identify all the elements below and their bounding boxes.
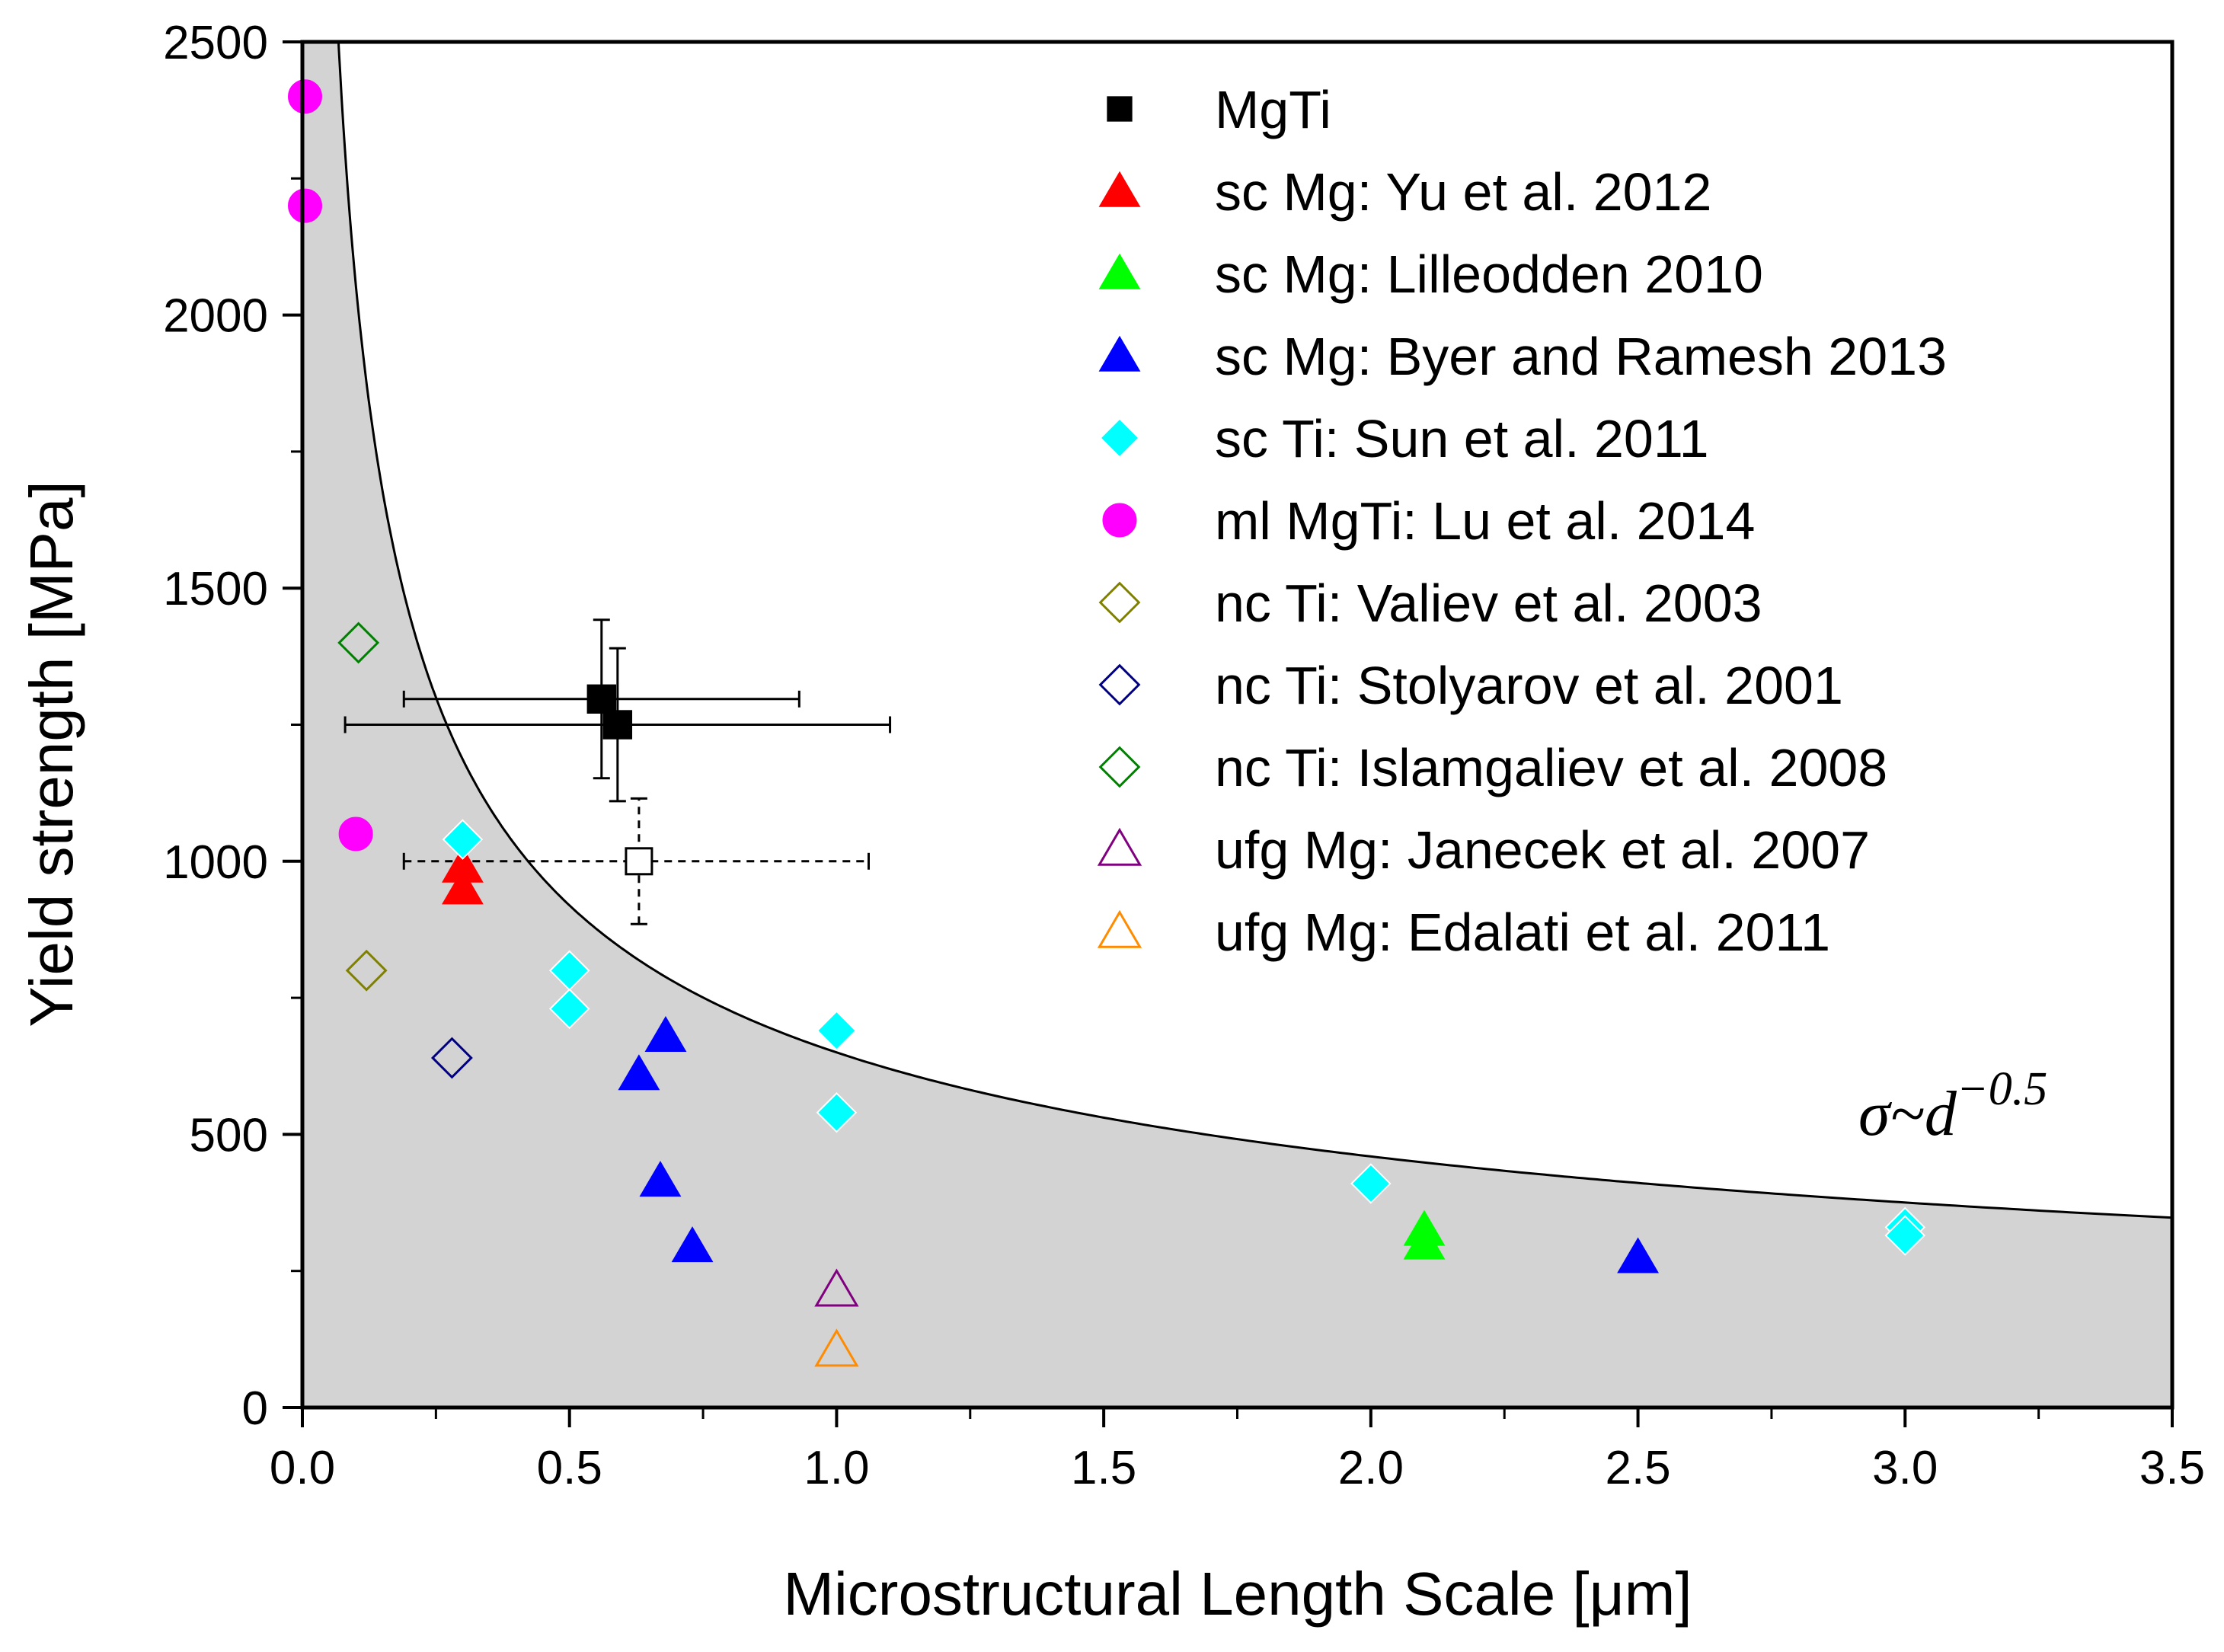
power-law-fill <box>302 42 2172 1408</box>
x-tick-label: 3.5 <box>2139 1442 2205 1494</box>
point-series4-5 <box>1350 1163 1392 1204</box>
axis-ticks <box>283 40 2174 1427</box>
y-axis-title: Yield strength [MPa] <box>18 481 85 1027</box>
point-series0-0 <box>586 684 616 714</box>
x-tick-label: 0.0 <box>270 1442 335 1494</box>
legend: MgTi sc Mg: Yu et al. 2012 sc Mg: Lilleodd… <box>1097 80 1947 962</box>
legend-entry: sc Mg: Yu et al. 2012 <box>1098 162 1711 222</box>
power-law-annotation: σ~d−0.5 <box>1858 1063 2047 1149</box>
power-law-curve <box>337 42 2172 1219</box>
tick-labels: 0.0 0.5 1.0 1.5 2.0 2.5 3.0 3.5 0 500 1000 1500 2000… <box>163 17 2205 1494</box>
legend-label: ufg Mg: Janecek et al. 2007 <box>1215 820 1870 880</box>
point-series9-0 <box>814 1268 859 1307</box>
point-series1-1 <box>441 868 484 905</box>
point-series5-0 <box>288 79 323 114</box>
point-series4-0 <box>442 819 484 860</box>
legend-label: ml MgTi: Lu et al. 2014 <box>1215 491 1755 551</box>
point-series3-2 <box>639 1161 682 1197</box>
legend-entry: sc Mg: Byer and Ramesh 2013 <box>1098 327 1947 386</box>
x-tick-label: 0.5 <box>537 1442 602 1494</box>
y-tick-label: 0 <box>242 1382 268 1435</box>
legend-marker <box>1099 417 1140 459</box>
x-tick-label: 1.0 <box>804 1442 869 1494</box>
legend-entry: nc Ti: Valiev et al. 2003 <box>1098 574 1762 633</box>
legend-marker <box>1097 827 1142 866</box>
legend-label: MgTi <box>1215 80 1331 139</box>
y-tick-label: 1500 <box>163 563 268 615</box>
legend-entry: ml MgTi: Lu et al. 2014 <box>1102 491 1755 551</box>
legend-label: nc Ti: Stolyarov et al. 2001 <box>1215 656 1843 715</box>
legend-label: sc Mg: Byer and Ramesh 2013 <box>1215 327 1947 386</box>
point-open-square <box>625 847 653 876</box>
point-series0-1 <box>602 710 633 740</box>
x-tick-label: 1.5 <box>1071 1442 1136 1494</box>
point-series5-2 <box>338 816 373 852</box>
legend-marker <box>1098 253 1141 289</box>
point-series6-0 <box>345 949 388 992</box>
legend-entry: ufg Mg: Janecek et al. 2007 <box>1097 820 1870 880</box>
x-tick-label: 2.0 <box>1338 1442 1404 1494</box>
y-tick-label: 1000 <box>163 836 268 889</box>
legend-marker <box>1097 909 1142 948</box>
legend-label: nc Ti: Valiev et al. 2003 <box>1215 574 1762 633</box>
legend-label: sc Ti: Sun et al. 2011 <box>1215 409 1709 468</box>
y-tick-label: 2000 <box>163 290 268 343</box>
point-series3-3 <box>671 1226 714 1263</box>
point-series4-3 <box>816 1010 858 1051</box>
x-tick-label: 3.0 <box>1872 1442 1938 1494</box>
point-series5-1 <box>288 188 323 223</box>
legend-entry: sc Mg: Lilleodden 2010 <box>1098 244 1763 304</box>
legend-entry: sc Ti: Sun et al. 2011 <box>1099 409 1709 468</box>
legend-marker <box>1098 663 1141 706</box>
legend-marker <box>1098 171 1141 207</box>
point-series2-1 <box>1403 1223 1446 1260</box>
errorbar-open-square <box>402 797 871 925</box>
legend-label: ufg Mg: Edalati et al. 2011 <box>1215 903 1830 962</box>
point-series3-0 <box>618 1054 660 1091</box>
annotation-exponent: −0.5 <box>1957 1063 2047 1115</box>
point-series4-7 <box>1884 1215 1925 1256</box>
y-tick-label: 500 <box>190 1109 268 1162</box>
legend-entry: nc Ti: Islamgaliev et al. 2008 <box>1098 738 1887 797</box>
point-series3-1 <box>644 1016 687 1053</box>
annotation-base: σ~d <box>1858 1078 1957 1149</box>
legend-label: sc Mg: Yu et al. 2012 <box>1215 162 1711 222</box>
legend-marker <box>1102 503 1137 538</box>
point-series4-4 <box>816 1091 858 1133</box>
legend-label: nc Ti: Islamgaliev et al. 2008 <box>1215 738 1887 797</box>
legend-label: sc Mg: Lilleodden 2010 <box>1215 244 1763 304</box>
point-series8-0 <box>337 621 380 664</box>
legend-entry: ufg Mg: Edalati et al. 2011 <box>1097 903 1830 962</box>
x-axis-title: Microstructural Length Scale [μm] <box>783 1560 1692 1628</box>
legend-entry: nc Ti: Stolyarov et al. 2001 <box>1098 656 1843 715</box>
point-series3-4 <box>1617 1237 1660 1273</box>
x-tick-label: 2.5 <box>1605 1442 1670 1494</box>
legend-marker <box>1098 746 1141 788</box>
point-series4-2 <box>549 988 590 1030</box>
legend-marker <box>1098 581 1141 624</box>
y-tick-label: 2500 <box>163 17 268 69</box>
legend-marker <box>1107 96 1133 122</box>
point-series7-0 <box>430 1037 473 1079</box>
legend-marker <box>1098 335 1141 372</box>
data-markers <box>288 79 1925 1367</box>
legend-entry: MgTi <box>1107 80 1331 139</box>
point-series10-0 <box>814 1328 859 1367</box>
